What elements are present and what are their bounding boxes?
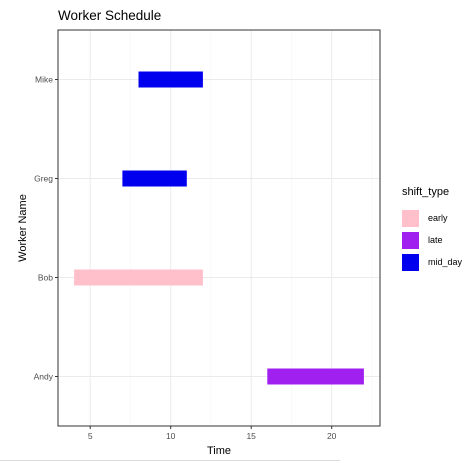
shift-bar-mike <box>138 71 203 88</box>
y-tick-label: Andy <box>34 372 54 382</box>
legend-item-late: late <box>402 229 462 251</box>
legend-label: mid_day <box>428 257 463 267</box>
legend-title: shift_type <box>402 186 450 198</box>
chart-title: Worker Schedule <box>58 8 162 23</box>
grid-lines <box>58 30 380 426</box>
y-tick-label: Greg <box>34 174 53 184</box>
x-tick-label: 10 <box>166 431 176 441</box>
x-tick-label: 20 <box>327 431 337 441</box>
shift-bar-andy <box>267 368 364 385</box>
shift-bar-bob <box>74 269 203 286</box>
shift-bar-greg <box>122 170 187 187</box>
legend-item-mid-day: mid_day <box>402 251 462 273</box>
y-axis-title: Worker Name <box>17 194 29 262</box>
bars-group <box>74 71 364 385</box>
bottom-divider <box>0 460 340 461</box>
legend-label: late <box>428 235 443 245</box>
x-axis-title: Time <box>207 445 231 457</box>
legend-item-early: early <box>402 207 462 229</box>
legend-label: early <box>428 213 448 223</box>
legend-items: early late mid_day <box>402 207 462 273</box>
x-tick-label: 15 <box>246 431 256 441</box>
x-tick-label: 5 <box>88 431 93 441</box>
legend-swatch <box>402 209 419 227</box>
y-tick-label: Bob <box>38 273 53 283</box>
legend-swatch <box>402 253 419 271</box>
legend-swatch <box>402 231 419 249</box>
legend: shift_type early late mid_day <box>402 186 462 273</box>
y-tick-label: Mike <box>35 75 53 85</box>
panel-border <box>57 29 381 427</box>
axes-group: 5 10 15 20 Mike Greg Bob Andy <box>34 75 337 442</box>
